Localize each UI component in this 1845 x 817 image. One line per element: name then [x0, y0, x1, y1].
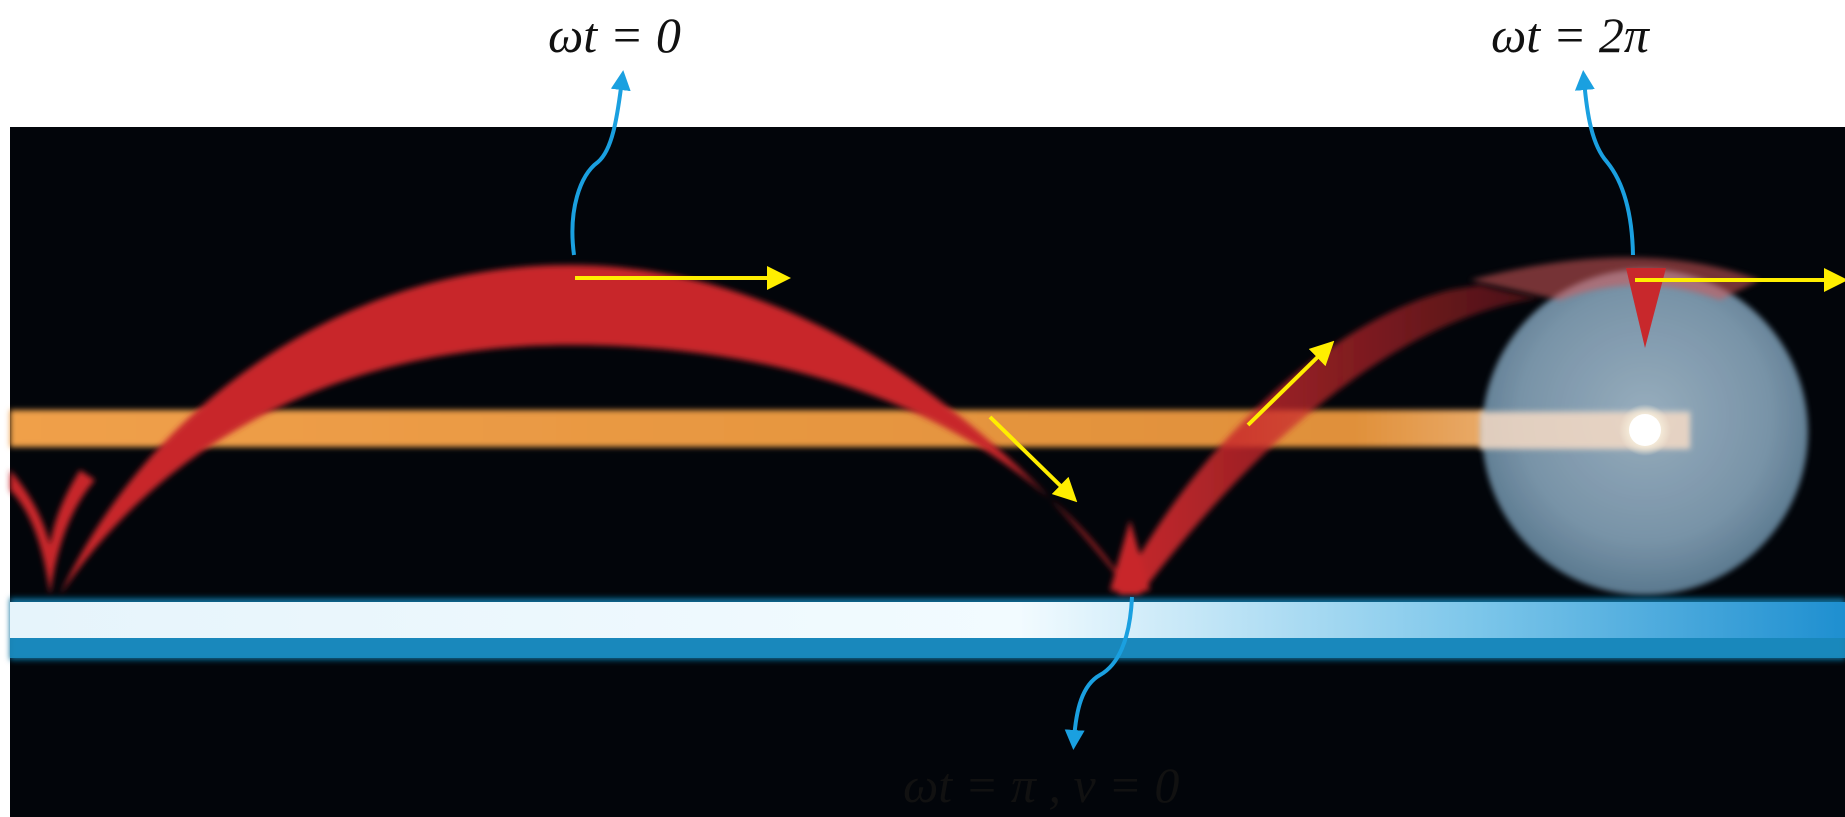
velocity-arrow-descending: [988, 415, 1078, 503]
cycloid-trail: [10, 265, 1540, 595]
velocity-arrow-ascending: [1246, 340, 1335, 427]
callout-arrow-top-right: [1574, 70, 1635, 256]
label-omega-t-zero: ωt = 0: [548, 7, 681, 63]
ground-bar: [10, 598, 1845, 660]
axle-trail: [10, 410, 1690, 447]
callout-arrow-top-left: [570, 70, 631, 256]
callout-arrow-bottom: [1064, 596, 1134, 750]
rim-marker: [1626, 268, 1666, 348]
label-omega-t-two-pi: ωt = 2π: [1491, 7, 1649, 63]
wheel: [1470, 257, 1808, 595]
label-omega-t-pi-velocity-zero: ωt = π , v = 0: [903, 757, 1180, 813]
